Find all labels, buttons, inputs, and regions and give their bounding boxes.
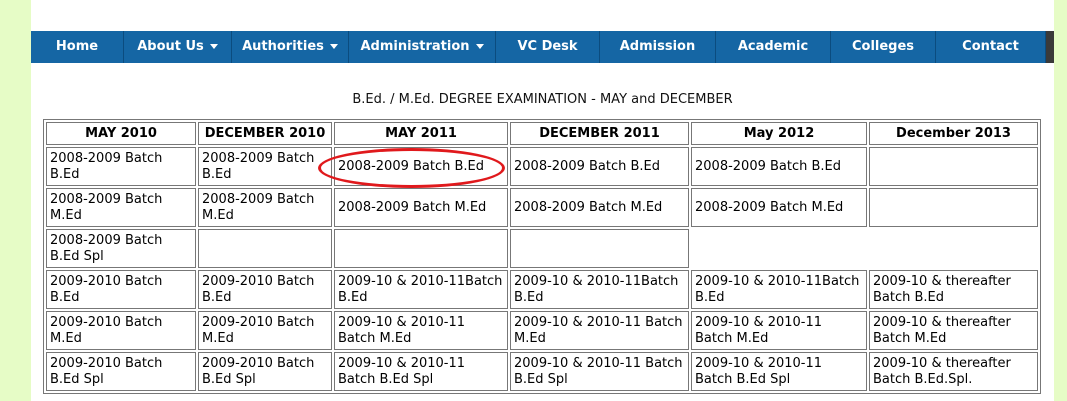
nav-vc-desk-label: VC Desk [517, 39, 578, 54]
table-cell-link[interactable]: 2008-2009 Batch B.Ed Spl [46, 229, 196, 268]
table-row: 2008-2009 Batch B.Ed 2008-2009 Batch B.E… [46, 147, 1038, 186]
table-cell-link[interactable]: 2008-2009 Batch B.Ed [334, 147, 508, 186]
table-cell-link[interactable]: 2009-2010 Batch M.Ed [46, 311, 196, 350]
column-header: DECEMBER 2011 [510, 122, 689, 145]
table-cell-link[interactable]: 2008-2009 Batch M.Ed [198, 188, 332, 227]
table-cell-link[interactable]: 2009-10 & 2010-11Batch B.Ed [691, 270, 867, 309]
table-cell-link[interactable]: 2009-2010 Batch M.Ed [198, 311, 332, 350]
nav-admission-label: Admission [619, 39, 696, 54]
column-header: December 2013 [869, 122, 1038, 145]
table-cell-link[interactable]: 2009-10 & 2010-11Batch B.Ed [510, 270, 689, 309]
table-cell-link[interactable]: 2009-10 & thereafter Batch B.Ed [869, 270, 1038, 309]
table-row: 2009-2010 Batch B.Ed 2009-2010 Batch B.E… [46, 270, 1038, 309]
table-cell-link[interactable]: 2009-2010 Batch B.Ed Spl [198, 352, 332, 391]
nav-contact-label: Contact [962, 39, 1019, 54]
page-content: Home About Us Authorities Administration… [31, 0, 1054, 401]
table-cell-link[interactable]: 2009-10 & 2010-11 Batch M.Ed [510, 311, 689, 350]
table-cell-blank [869, 188, 1038, 227]
nav-contact[interactable]: Contact [936, 31, 1046, 63]
nav-about-us[interactable]: About Us [124, 31, 232, 63]
table-cell-link[interactable]: 2009-2010 Batch B.Ed [198, 270, 332, 309]
chevron-down-icon [209, 44, 218, 49]
table-row: 2009-2010 Batch M.Ed 2009-2010 Batch M.E… [46, 311, 1038, 350]
column-header: MAY 2011 [334, 122, 508, 145]
exam-table: MAY 2010 DECEMBER 2010 MAY 2011 DECEMBER… [43, 119, 1041, 394]
table-cell-blank [198, 229, 332, 268]
nav-administration-label: Administration [360, 39, 470, 54]
table-cell-link[interactable]: 2008-2009 Batch B.Ed [510, 147, 689, 186]
page-subtitle: B.Ed. / M.Ed. DEGREE EXAMINATION - MAY a… [352, 92, 733, 107]
table-row: 2008-2009 Batch M.Ed 2008-2009 Batch M.E… [46, 188, 1038, 227]
table-cell-blank [334, 229, 508, 268]
nav-academic-label: Academic [737, 39, 809, 54]
table-cell-empty [691, 229, 1038, 268]
table-cell-link[interactable]: 2009-10 & 2010-11 Batch M.Ed [691, 311, 867, 350]
nav-administration[interactable]: Administration [349, 31, 496, 63]
chevron-down-icon [475, 44, 484, 49]
table-header-row: MAY 2010 DECEMBER 2010 MAY 2011 DECEMBER… [46, 122, 1038, 145]
nav-home[interactable]: Home [31, 31, 124, 63]
nav-authorities-label: Authorities [242, 39, 324, 54]
table-cell-blank [510, 229, 689, 268]
table-cell-link[interactable]: 2009-10 & 2010-11 Batch B.Ed Spl [691, 352, 867, 391]
nav-colleges[interactable]: Colleges [831, 31, 936, 63]
table-cell-link[interactable]: 2008-2009 Batch M.Ed [691, 188, 867, 227]
table-cell-blank [869, 147, 1038, 186]
table-cell-link[interactable]: 2009-10 & thereafter Batch B.Ed.Spl. [869, 352, 1038, 391]
table-cell-link[interactable]: 2009-10 & 2010-11 Batch B.Ed Spl [510, 352, 689, 391]
nav-academic[interactable]: Academic [716, 31, 831, 63]
table-cell-link[interactable]: 2009-10 & 2010-11 Batch B.Ed Spl [334, 352, 508, 391]
table-cell-link[interactable]: 2008-2009 Batch M.Ed [46, 188, 196, 227]
nav-home-label: Home [55, 39, 99, 54]
nav-about-label: About Us [137, 39, 204, 54]
table-row: 2009-2010 Batch B.Ed Spl 2009-2010 Batch… [46, 352, 1038, 391]
table-cell-link[interactable]: 2009-2010 Batch B.Ed Spl [46, 352, 196, 391]
column-header: MAY 2010 [46, 122, 196, 145]
table-cell-link[interactable]: 2008-2009 Batch B.Ed [198, 147, 332, 186]
chevron-down-icon [329, 44, 338, 49]
table-cell-link[interactable]: 2009-10 & 2010-11Batch B.Ed [334, 270, 508, 309]
table-row: 2008-2009 Batch B.Ed Spl [46, 229, 1038, 268]
table-cell-link[interactable]: 2009-10 & thereafter Batch M.Ed [869, 311, 1038, 350]
table-cell-link[interactable]: 2008-2009 Batch B.Ed [46, 147, 196, 186]
table-cell-link[interactable]: 2008-2009 Batch B.Ed [691, 147, 867, 186]
main-navbar: Home About Us Authorities Administration… [31, 31, 1054, 63]
table-cell-link[interactable]: 2009-10 & 2010-11 Batch M.Ed [334, 311, 508, 350]
nav-authorities[interactable]: Authorities [232, 31, 349, 63]
nav-colleges-label: Colleges [851, 39, 915, 54]
nav-vc-desk[interactable]: VC Desk [496, 31, 600, 63]
table-cell-link[interactable]: 2008-2009 Batch M.Ed [334, 188, 508, 227]
column-header: DECEMBER 2010 [198, 122, 332, 145]
table-cell-link[interactable]: 2009-2010 Batch B.Ed [46, 270, 196, 309]
column-header: May 2012 [691, 122, 867, 145]
table-cell-link[interactable]: 2008-2009 Batch M.Ed [510, 188, 689, 227]
nav-admission[interactable]: Admission [600, 31, 716, 63]
